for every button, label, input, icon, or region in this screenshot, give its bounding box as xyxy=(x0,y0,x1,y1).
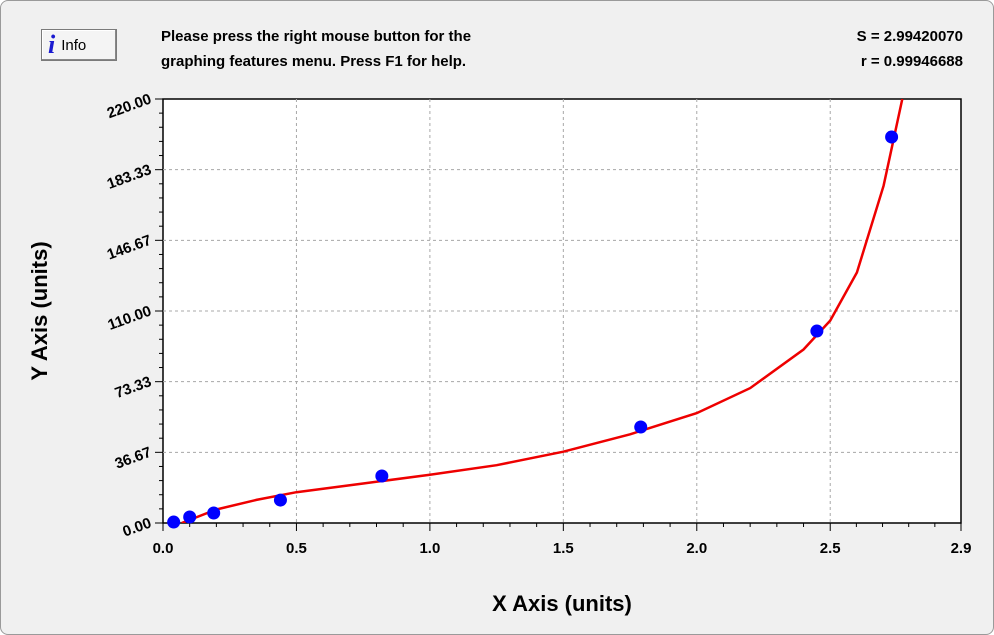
y-tick-label: 183.33 xyxy=(105,161,154,193)
y-tick-label: 220.00 xyxy=(105,91,154,123)
y-tick-label: 36.67 xyxy=(113,444,154,473)
data-point xyxy=(183,510,197,524)
stat: S = 2.99420070 xyxy=(857,28,963,45)
y-tick-label: 0.00 xyxy=(120,515,153,541)
y-tick-label: 110.00 xyxy=(106,303,154,334)
message-line: Please press the right mouse button for … xyxy=(161,28,471,45)
y-axis-label: Y Axis (units) xyxy=(27,241,52,380)
y-tick-label: 73.33 xyxy=(113,373,154,402)
stat: r = 0.99946688 xyxy=(861,53,963,70)
x-axis-label: X Axis (units) xyxy=(492,591,632,616)
x-tick-label: 0.5 xyxy=(286,540,307,557)
message-line: graphing features menu. Press F1 for hel… xyxy=(161,53,466,70)
info-button[interactable]: i Info xyxy=(41,29,117,61)
x-tick-label: 2.5 xyxy=(820,540,841,557)
info-button-label: Info xyxy=(61,36,87,54)
x-tick-label: 2.9 xyxy=(951,540,972,557)
data-point xyxy=(167,515,181,529)
data-point xyxy=(207,506,221,520)
x-tick-label: 2.0 xyxy=(686,540,707,557)
data-point xyxy=(810,324,824,338)
data-point xyxy=(375,469,389,483)
info-icon: i xyxy=(48,30,56,59)
x-tick-label: 1.5 xyxy=(553,540,574,557)
data-point xyxy=(273,493,287,507)
data-point xyxy=(885,130,899,144)
y-tick-label: 146.67 xyxy=(105,232,154,264)
x-tick-label: 0.0 xyxy=(153,540,174,557)
x-tick-label: 1.0 xyxy=(419,540,440,557)
data-point xyxy=(634,420,648,434)
